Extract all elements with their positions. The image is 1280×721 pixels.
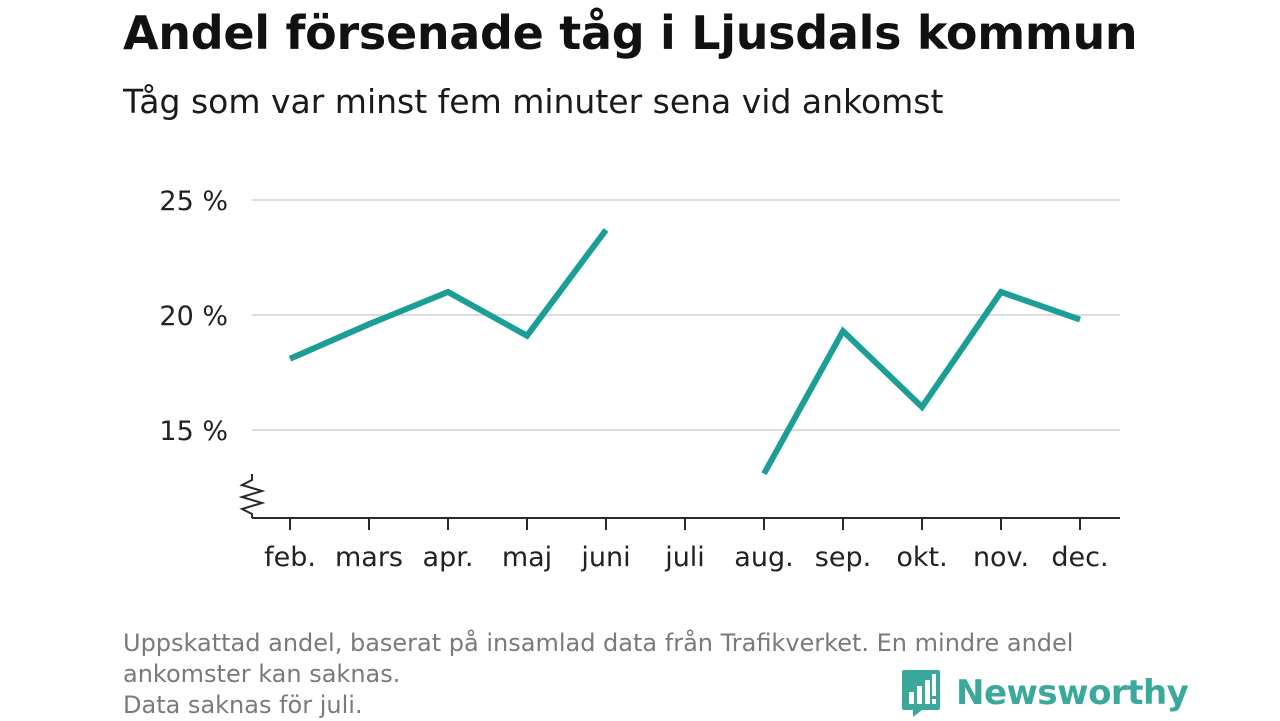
x-tick-label: nov. [973,542,1029,573]
x-tick-label: maj [502,542,552,573]
x-tick-label: juni [580,542,630,573]
y-axis-tick-labels: 15 % 20 % 25 % [159,186,228,447]
x-tick-label: feb. [264,542,316,573]
x-tick-label: dec. [1051,542,1108,573]
y-tick-label: 15 % [159,416,228,447]
footnote-line: ankomster kan saknas. [123,660,401,688]
x-axis-tick-labels: feb. mars apr. maj juni juli aug. sep. okt. nov. d… [264,542,1109,573]
x-tick-label: juli [664,542,705,573]
x-tick-label: mars [335,542,403,573]
x-axis [252,517,1120,530]
chart-title: Andel försenade tåg i Ljusdals kommun [123,6,1138,60]
newsworthy-logo: Newsworthy [900,668,1189,718]
line-chart: 15 % 20 % 25 % feb. mars apr. maj juni juli aug.… [159,186,1120,573]
gridlines [252,199,1120,431]
x-tick-label: aug. [734,542,793,573]
y-axis-break-symbol [238,474,266,518]
y-tick-label: 25 % [159,186,228,217]
x-tick-label: sep. [815,542,871,573]
newsworthy-bar-chart-icon [902,670,940,717]
brand-name: Newsworthy [956,673,1189,713]
series-line-segment [761,288,1081,476]
x-tick-label: okt. [896,542,947,573]
series-lines [288,228,1081,476]
chart-subtitle: Tåg som var minst fem minuter sena vid a… [123,82,944,121]
y-tick-label: 20 % [159,301,228,332]
footnote-line: Data saknas för juli. [123,691,363,719]
series-line-segment [288,228,609,362]
x-tick-label: apr. [423,542,474,573]
axis-break-zigzag [238,474,266,518]
footnote-line: Uppskattad andel, baserat på insamlad da… [123,629,1074,657]
footnote: Uppskattad andel, baserat på insamlad da… [123,628,1163,721]
